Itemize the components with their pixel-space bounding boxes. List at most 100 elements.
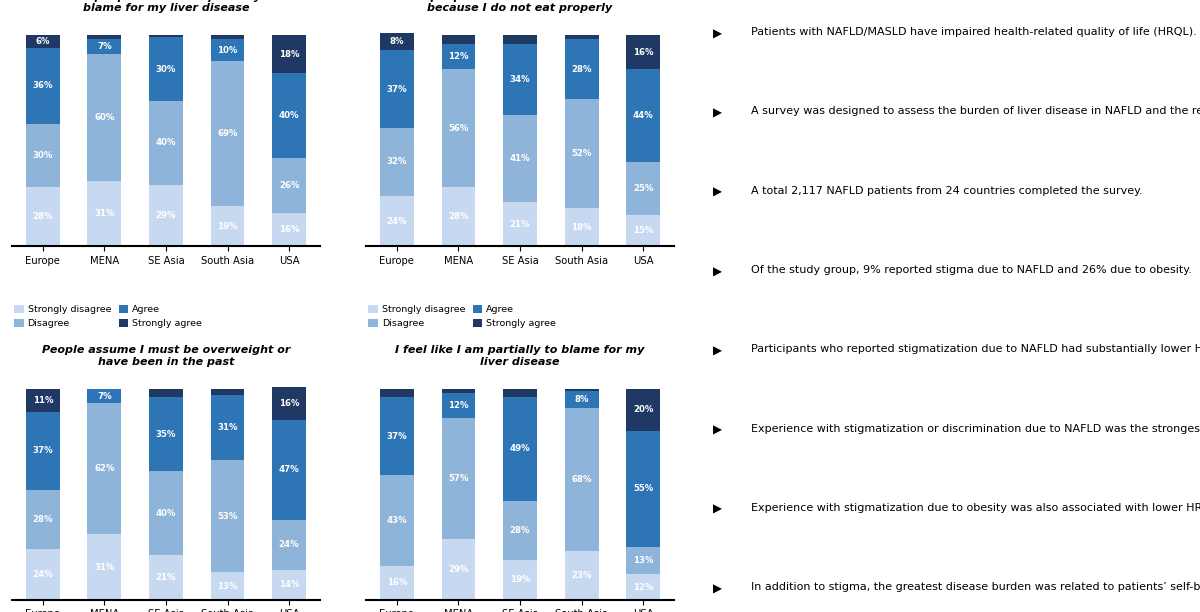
Bar [380,33,414,50]
Bar [26,124,60,187]
Bar [26,490,60,549]
Text: 60%: 60% [94,113,114,122]
Text: 31%: 31% [94,562,115,572]
Text: 15%: 15% [634,226,654,235]
Text: 16%: 16% [278,225,299,234]
Bar [565,99,599,208]
Text: ▶: ▶ [713,106,722,119]
Bar [26,187,60,247]
Bar [88,35,121,39]
Text: 13%: 13% [217,581,238,591]
Bar [211,35,245,39]
Bar [26,48,60,124]
Text: 40%: 40% [278,111,299,120]
Bar [272,158,306,212]
Bar [211,460,245,572]
Text: 37%: 37% [32,446,53,455]
Text: 49%: 49% [510,444,530,453]
Text: 44%: 44% [632,111,654,120]
Title: People assume I must be overweight or
have been in the past: People assume I must be overweight or ha… [42,345,290,367]
Bar [442,389,475,393]
Text: 40%: 40% [156,138,176,147]
Text: 37%: 37% [386,431,407,441]
Bar [442,69,475,187]
Text: 11%: 11% [32,396,53,405]
Text: 29%: 29% [449,565,469,573]
Text: 8%: 8% [390,37,404,46]
Text: 28%: 28% [571,64,592,73]
Bar [149,185,182,247]
Text: 35%: 35% [156,430,176,439]
Bar [272,212,306,247]
Bar [272,387,306,420]
Bar [626,69,660,162]
Bar [565,389,599,390]
Bar [88,403,121,534]
Text: 31%: 31% [94,209,115,218]
Text: 18%: 18% [571,223,592,232]
Text: 12%: 12% [632,583,654,592]
Bar [442,539,475,600]
Bar [26,549,60,600]
Text: 23%: 23% [571,571,592,580]
Bar [503,202,536,247]
Text: 24%: 24% [32,570,53,579]
Bar [149,397,182,471]
Bar [503,43,536,116]
Text: 41%: 41% [510,154,530,163]
Text: 32%: 32% [386,157,407,166]
Text: 18%: 18% [278,50,299,59]
Bar [442,43,475,69]
Bar [211,39,245,61]
Bar [211,206,245,247]
Bar [211,572,245,600]
Text: Participants who reported stigmatization due to NAFLD had substantially lower HR: Participants who reported stigmatization… [751,345,1200,354]
Text: ▶: ▶ [713,345,722,357]
Text: Experience with stigmatization or discrimination due to NAFLD was the strongest : Experience with stigmatization or discri… [751,424,1200,434]
Bar [380,196,414,247]
Bar [565,39,599,99]
Bar [380,128,414,196]
Bar [26,412,60,490]
Bar [626,162,660,215]
Bar [380,50,414,128]
Legend: Strongly disagree, Disagree, Agree, Strongly agree: Strongly disagree, Disagree, Agree, Stro… [365,301,559,332]
Text: 16%: 16% [386,578,407,588]
Title: Some people believe I have liver disease
because I do not eat properly: Some people believe I have liver disease… [392,0,648,13]
Bar [88,534,121,600]
Bar [565,408,599,551]
Bar [211,61,245,206]
Bar [565,390,599,408]
Bar [380,397,414,475]
Text: 29%: 29% [156,211,176,220]
Text: 24%: 24% [278,540,300,550]
Text: 20%: 20% [634,405,654,414]
Text: 25%: 25% [634,184,654,193]
Text: 28%: 28% [510,526,530,535]
Bar [626,547,660,575]
Text: 12%: 12% [449,52,469,61]
Text: 55%: 55% [634,485,653,493]
Bar [503,397,536,501]
Text: A survey was designed to assess the burden of liver disease in NAFLD and the rel: A survey was designed to assess the burd… [751,106,1200,116]
Text: ▶: ▶ [713,27,722,40]
Text: Of the study group, 9% reported stigma due to NAFLD and 26% due to obesity.: Of the study group, 9% reported stigma d… [751,265,1193,275]
Bar [380,566,414,600]
Text: 40%: 40% [156,509,176,518]
Bar [88,181,121,247]
Bar [503,559,536,600]
Text: 16%: 16% [632,48,654,57]
Bar [88,389,121,403]
Text: 36%: 36% [32,81,53,91]
Bar [149,37,182,101]
Text: Patients with NAFLD/MASLD have impaired health-related quality of life (HRQL).: Patients with NAFLD/MASLD have impaired … [751,27,1198,37]
Text: 16%: 16% [278,399,299,408]
Text: 7%: 7% [97,392,112,400]
Bar [149,389,182,397]
Text: Experience with stigmatization due to obesity was also associated with lower HRQ: Experience with stigmatization due to ob… [751,503,1200,513]
Bar [272,570,306,600]
Bar [88,39,121,54]
Text: 7%: 7% [97,42,112,51]
Bar [149,471,182,556]
Bar [442,418,475,539]
